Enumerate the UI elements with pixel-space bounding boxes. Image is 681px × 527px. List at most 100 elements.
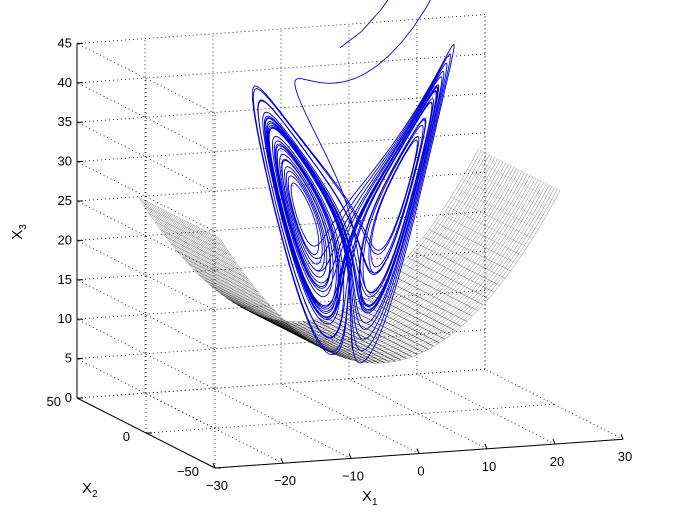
- grid-line: [280, 383, 420, 454]
- surface-line: [401, 263, 484, 305]
- surface-line: [461, 178, 544, 221]
- surface-line: [341, 310, 423, 353]
- surface-line: [450, 196, 533, 239]
- trajectory: [251, 0, 455, 364]
- surface-line: [418, 243, 500, 286]
- surface-line: [319, 318, 402, 361]
- x1-tick-label: 0: [417, 464, 424, 479]
- x1-axis-label: X1: [362, 488, 378, 508]
- surface-line: [280, 320, 363, 363]
- x3-tick-label: 20: [58, 232, 72, 247]
- surface-line: [198, 274, 281, 317]
- grid-line: [145, 403, 555, 434]
- x3-tick-label: 45: [58, 35, 72, 50]
- surface-line: [478, 149, 561, 191]
- grid-line: [76, 329, 486, 359]
- x2-tick-label: 0: [123, 429, 130, 444]
- grid-line: [416, 373, 556, 445]
- grid-line: [76, 290, 486, 320]
- x1-tick-labels: −30 −20 −10 0 10 20 30: [206, 449, 632, 493]
- surface-line: [302, 321, 385, 364]
- surface-line: [149, 213, 232, 256]
- x1-tick-mark: [348, 453, 352, 459]
- surface-mesh: [138, 149, 561, 364]
- grid-line: [76, 250, 486, 281]
- x1-tick-label: −20: [274, 473, 296, 488]
- surface-line: [439, 213, 522, 256]
- surface-line: [330, 315, 412, 357]
- surface-line: [143, 205, 226, 248]
- x1-tick-mark: [212, 462, 216, 469]
- surface-line: [182, 256, 264, 299]
- surface-line: [379, 284, 462, 327]
- grid-line: [348, 378, 488, 450]
- x1-tick-label: 10: [482, 459, 496, 474]
- surface-line: [269, 318, 352, 361]
- x2-axis-label: X2: [82, 480, 98, 500]
- grid-line: [76, 93, 486, 123]
- surface-line: [160, 229, 242, 272]
- axes: [76, 42, 624, 469]
- surface-line: [434, 221, 517, 264]
- x1-tick-mark: [280, 458, 284, 464]
- grid-line: [76, 161, 216, 232]
- x1-tick-mark: [620, 434, 624, 440]
- surface-line: [396, 268, 478, 311]
- surface-line: [176, 250, 259, 293]
- surface-line: [165, 236, 248, 279]
- surface-line: [346, 307, 429, 350]
- grid-line: [484, 368, 624, 440]
- x3-tick-label: 30: [58, 154, 72, 169]
- grid-line: [76, 240, 216, 311]
- grid-line: [76, 43, 216, 114]
- grid-line: [76, 200, 216, 272]
- x1-tick-mark: [484, 443, 488, 449]
- surface-line: [308, 320, 391, 363]
- x2-tick-labels: −50 0 50: [47, 394, 199, 479]
- grid-line: [76, 368, 486, 399]
- x3-tick-label: 25: [58, 193, 72, 208]
- surface-line: [209, 284, 292, 327]
- x2-tick-label: −50: [177, 464, 199, 479]
- surface-line: [412, 250, 495, 293]
- surface-line: [472, 159, 555, 202]
- x3-tick-label: 15: [58, 272, 72, 287]
- x1-tick-mark: [552, 438, 556, 445]
- grid-line: [76, 82, 216, 154]
- x2-tick-label: 50: [47, 394, 61, 409]
- surface-line: [291, 321, 374, 364]
- grid-line: [76, 121, 216, 193]
- grid-line: [76, 279, 216, 351]
- grid-line: [144, 392, 284, 464]
- surface-line: [275, 319, 358, 362]
- surface-line: [390, 274, 473, 317]
- surface-line: [324, 316, 407, 359]
- surface-line: [445, 205, 528, 248]
- x3-tick-labels: 0 5 10 15 20 25 30 35 40 45: [58, 35, 72, 405]
- surface-line: [193, 268, 275, 311]
- x3-tick-label: 5: [65, 351, 72, 366]
- grid-line: [76, 53, 486, 84]
- x1-tick-label: 30: [618, 449, 632, 464]
- surface-line: [171, 243, 253, 286]
- surface-line: [154, 221, 237, 264]
- surface-line: [374, 289, 456, 332]
- surface-line: [429, 229, 511, 272]
- surface-line: [423, 236, 506, 279]
- x3-axis-label: X3: [9, 224, 29, 240]
- surface-line: [407, 256, 489, 299]
- surface-line: [204, 279, 286, 322]
- surface-line: [248, 310, 330, 353]
- surface-line: [456, 187, 539, 230]
- grid-line: [212, 388, 352, 459]
- x1-tick-mark: [416, 448, 420, 454]
- x3-tick-label: 35: [58, 114, 72, 129]
- x1-tick-label: 20: [550, 454, 564, 469]
- trajectory-line: [251, 0, 455, 364]
- grid-line: [76, 318, 216, 390]
- surface-line: [138, 196, 221, 239]
- surface-line: [385, 279, 467, 322]
- x3-tick-label: 10: [58, 311, 72, 326]
